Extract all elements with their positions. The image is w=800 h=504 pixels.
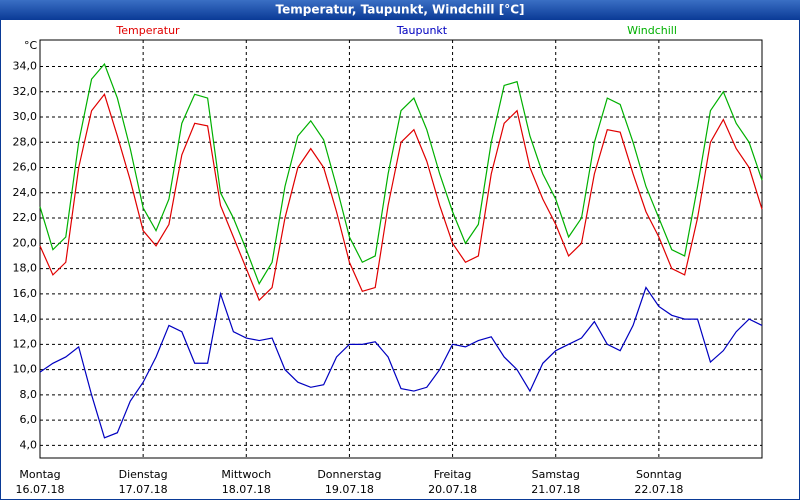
x-tick-label: Samstag bbox=[532, 468, 580, 481]
y-tick-label: 24,0 bbox=[13, 186, 38, 199]
y-tick-label: 30,0 bbox=[13, 110, 38, 123]
legend-entry: Temperatur bbox=[115, 24, 180, 37]
x-tick-label: Donnerstag bbox=[317, 468, 381, 481]
x-tick-label: Dienstag bbox=[119, 468, 168, 481]
x-tick-date: 19.07.18 bbox=[325, 483, 374, 496]
x-tick-date: 17.07.18 bbox=[119, 483, 168, 496]
y-tick-label: 20,0 bbox=[13, 236, 38, 249]
x-tick-label: Montag bbox=[19, 468, 60, 481]
y-tick-label: 10,0 bbox=[13, 363, 38, 376]
x-tick-label: Mittwoch bbox=[221, 468, 271, 481]
y-tick-label: 14,0 bbox=[13, 312, 38, 325]
title-bar bbox=[0, 0, 800, 20]
y-tick-label: 8,0 bbox=[20, 388, 38, 401]
chart-title: Temperatur, Taupunkt, Windchill [°C] bbox=[276, 3, 525, 17]
x-tick-date: 18.07.18 bbox=[222, 483, 271, 496]
series-line bbox=[39, 93, 763, 302]
series-line bbox=[39, 62, 763, 286]
y-tick-label: 32,0 bbox=[13, 85, 38, 98]
x-tick-date: 16.07.18 bbox=[16, 483, 65, 496]
x-tick-date: 21.07.18 bbox=[531, 483, 580, 496]
y-tick-label: 26,0 bbox=[13, 161, 38, 174]
plot-frame bbox=[39, 39, 763, 459]
legend-entry: Taupunkt bbox=[396, 24, 448, 37]
legend-entry: Windchill bbox=[627, 24, 677, 37]
y-tick-label: 22,0 bbox=[13, 211, 38, 224]
y-tick-label: 12,0 bbox=[13, 337, 38, 350]
y-unit: °C bbox=[24, 39, 38, 52]
y-tick-label: 34,0 bbox=[13, 60, 38, 73]
x-tick-label: Freitag bbox=[434, 468, 472, 481]
y-tick-label: 4,0 bbox=[20, 438, 38, 451]
x-tick-date: 22.07.18 bbox=[634, 483, 683, 496]
x-tick-date: 20.07.18 bbox=[428, 483, 477, 496]
y-tick-label: 18,0 bbox=[13, 262, 38, 275]
y-tick-label: 28,0 bbox=[13, 135, 38, 148]
x-tick-label: Sonntag bbox=[636, 468, 682, 481]
series-line bbox=[39, 286, 763, 439]
y-tick-label: 16,0 bbox=[13, 287, 38, 300]
y-tick-label: 6,0 bbox=[20, 413, 38, 426]
